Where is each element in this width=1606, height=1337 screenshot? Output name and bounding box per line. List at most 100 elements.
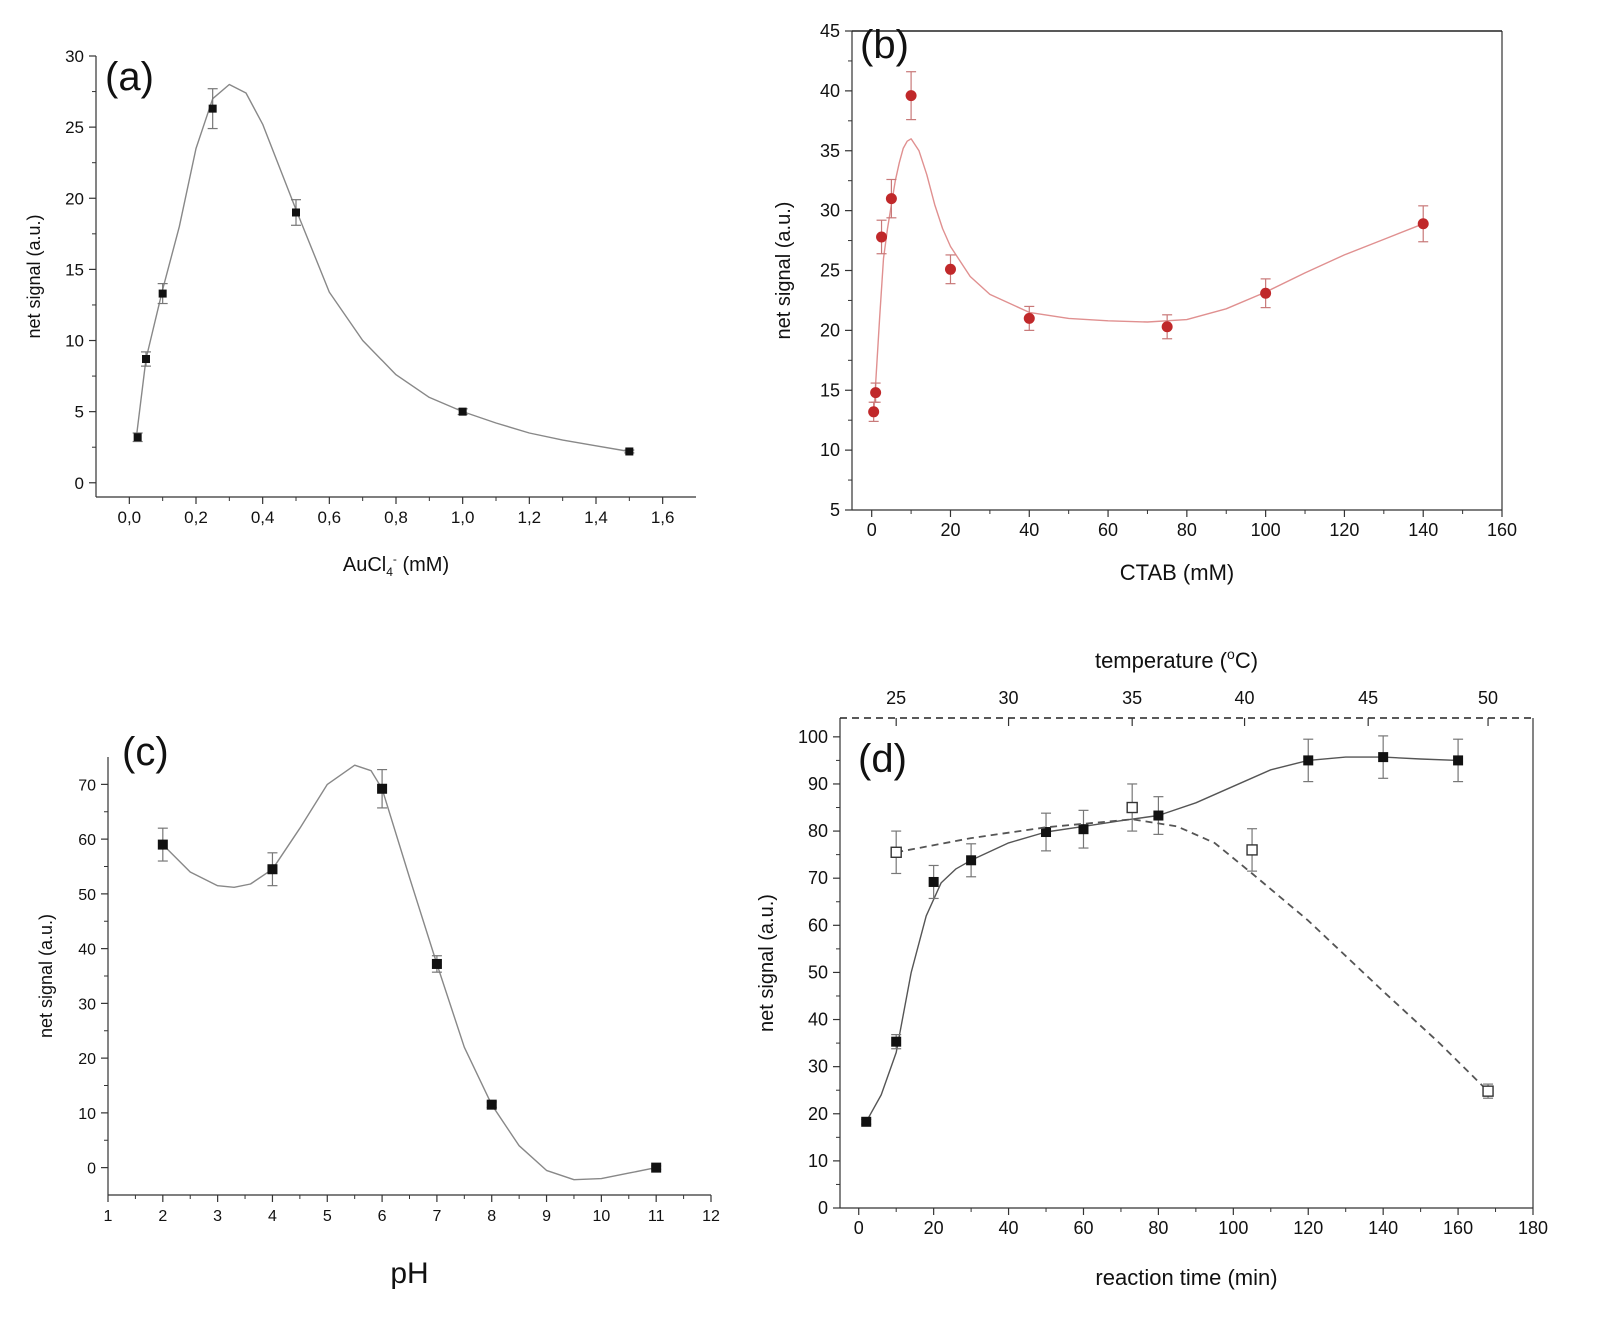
data-point xyxy=(905,90,917,102)
y-tick-label: 60 xyxy=(78,832,96,849)
y-tick-label: 100 xyxy=(798,727,828,747)
data-point xyxy=(158,289,167,298)
data-point xyxy=(876,231,888,243)
data-point xyxy=(1041,827,1052,838)
x-axis-title: pH xyxy=(390,1257,428,1290)
x-tick-label: 160 xyxy=(1443,1218,1473,1238)
y-tick-label: 50 xyxy=(78,887,96,904)
data-point xyxy=(861,1116,872,1127)
x-tick-label: 20 xyxy=(924,1218,944,1238)
data-point xyxy=(1078,824,1089,835)
x-tick-label: 100 xyxy=(1218,1218,1248,1238)
y-tick-label: 20 xyxy=(65,189,84,208)
data-point xyxy=(891,1036,902,1047)
y-tick-label: 45 xyxy=(820,21,840,41)
x-tick-label: 100 xyxy=(1251,520,1281,540)
x-tick-label: 1 xyxy=(104,1208,113,1225)
panel-label: (c) xyxy=(122,730,169,774)
x-tick-label: 6 xyxy=(378,1208,387,1225)
data-point xyxy=(868,406,880,418)
y-tick-label: 15 xyxy=(65,260,84,279)
y-tick-label: 50 xyxy=(808,962,828,982)
x-tick-label: 4 xyxy=(268,1208,277,1225)
x-tick-label: 60 xyxy=(1073,1218,1093,1238)
data-point-open xyxy=(1482,1085,1494,1097)
data-point xyxy=(966,855,977,866)
y-tick-label: 20 xyxy=(820,320,840,340)
x-tick-label: 8 xyxy=(487,1208,496,1225)
x-axis-title: reaction time (min) xyxy=(1095,1265,1277,1290)
x-tick-label: 140 xyxy=(1408,520,1438,540)
x-tick-label: 180 xyxy=(1518,1218,1548,1238)
y-tick-label: 30 xyxy=(808,1057,828,1077)
top-tick-label: 50 xyxy=(1478,688,1498,708)
data-point xyxy=(431,958,442,969)
y-axis-title: net signal (a.u.) xyxy=(756,894,778,1032)
x-tick-label: 120 xyxy=(1329,520,1359,540)
data-point xyxy=(1453,755,1464,766)
x-tick-label: 7 xyxy=(432,1208,441,1225)
panel-label: (b) xyxy=(860,23,909,67)
data-point-open xyxy=(1126,801,1138,814)
series-fit-line xyxy=(135,83,630,453)
y-tick-label: 40 xyxy=(78,942,96,959)
data-point xyxy=(1378,752,1389,763)
x-axis-title: AuCl4- (mM) xyxy=(343,552,449,579)
x-tick-label: 80 xyxy=(1177,520,1197,540)
x-tick-label: 1,6 xyxy=(651,508,675,527)
x-tick-label: 2 xyxy=(158,1208,167,1225)
x-tick-label: 0,8 xyxy=(384,508,408,527)
y-axis-title: net signal (a.u.) xyxy=(24,214,44,338)
top-axis-title: temperature (oC) xyxy=(1095,646,1258,673)
data-point xyxy=(1303,755,1314,766)
x-tick-label: 120 xyxy=(1293,1218,1323,1238)
x-tick-label: 0 xyxy=(867,520,877,540)
data-point xyxy=(1417,218,1429,230)
x-tick-label: 10 xyxy=(592,1208,610,1225)
chart-panel-b: 0 20 40 60 80 100 120 140 160 5 10 15 20 25 30 35 40 45 CT… xyxy=(773,21,1517,585)
y-tick-label: 0 xyxy=(75,474,84,493)
data-point xyxy=(928,876,939,887)
x-tick-label: 1,2 xyxy=(518,508,542,527)
y-tick-label: 10 xyxy=(65,332,84,351)
y-tick-label: 80 xyxy=(808,821,828,841)
y-tick-label: 60 xyxy=(808,915,828,935)
y-tick-label: 20 xyxy=(78,1051,96,1068)
data-point xyxy=(944,263,956,275)
x-tick-label: 1,4 xyxy=(584,508,608,527)
x-tick-label: 60 xyxy=(1098,520,1118,540)
y-tick-label: 15 xyxy=(820,380,840,400)
x-tick-label: 9 xyxy=(542,1208,551,1225)
x-tick-label: 160 xyxy=(1487,520,1517,540)
y-tick-label: 35 xyxy=(820,141,840,161)
data-point xyxy=(1023,312,1035,324)
chart-panel-d: 0 20 40 60 80 100 120 140 160 180 0 10 20 30 40 50 60 70 8… xyxy=(756,646,1548,1290)
data-point xyxy=(142,355,150,364)
data-point xyxy=(133,433,142,442)
y-tick-label: 90 xyxy=(808,774,828,794)
series-fit-line xyxy=(162,764,657,1181)
x-tick-label: 40 xyxy=(1019,520,1039,540)
top-tick-label: 25 xyxy=(886,688,906,708)
y-tick-label: 10 xyxy=(78,1106,96,1123)
data-point xyxy=(651,1162,662,1173)
data-point xyxy=(885,193,897,205)
y-tick-label: 25 xyxy=(820,261,840,281)
data-point xyxy=(157,839,168,850)
data-point xyxy=(267,864,278,875)
data-point-open xyxy=(1246,844,1258,856)
x-tick-label: 0,6 xyxy=(318,508,342,527)
y-tick-label: 0 xyxy=(818,1198,828,1218)
x-tick-label: 5 xyxy=(323,1208,332,1225)
y-tick-label: 70 xyxy=(78,777,96,794)
top-tick-label: 45 xyxy=(1358,688,1378,708)
y-tick-label: 20 xyxy=(808,1104,828,1124)
top-tick-label: 30 xyxy=(999,688,1019,708)
x-tick-label: 0,2 xyxy=(184,508,208,527)
y-axis-title: net signal (a.u.) xyxy=(773,202,795,340)
data-point-open xyxy=(890,846,902,858)
data-point xyxy=(377,783,388,794)
data-point xyxy=(486,1099,497,1110)
